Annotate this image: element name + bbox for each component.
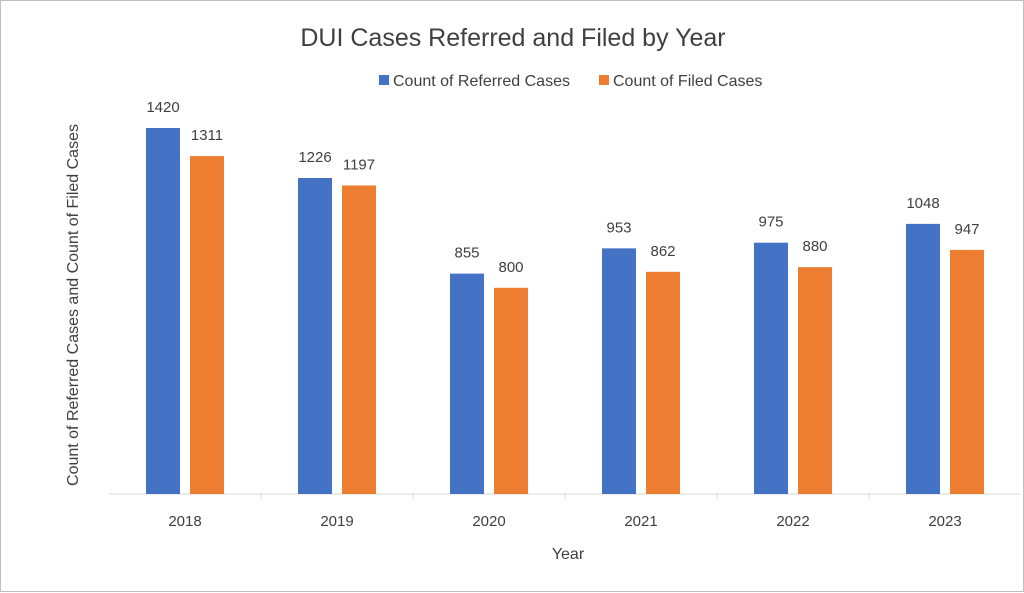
chart-title: DUI Cases Referred and Filed by Year xyxy=(300,24,725,52)
bar-referred xyxy=(754,242,788,494)
data-label: 1048 xyxy=(906,195,939,212)
data-label: 953 xyxy=(606,219,631,236)
bar-filed xyxy=(342,185,376,494)
bar-filed xyxy=(950,249,984,494)
bar-filed xyxy=(190,156,224,494)
x-tick-label: 2020 xyxy=(472,513,505,530)
bar-referred xyxy=(906,223,940,494)
bar-referred xyxy=(450,273,484,494)
data-label: 1226 xyxy=(298,149,331,166)
y-axis-title: Count of Referred Cases and Count of Fil… xyxy=(65,124,82,486)
bars-group: 1420 1311 1226 1197 855 800 953 862 975 880 1048 94… xyxy=(146,99,984,495)
legend-swatch-filed xyxy=(599,75,609,85)
data-label: 862 xyxy=(650,243,675,260)
legend-label-referred: Count of Referred Cases xyxy=(393,73,570,90)
x-tick-label: 2023 xyxy=(928,513,961,530)
x-axis-title: Year xyxy=(552,546,585,563)
data-label: 947 xyxy=(954,221,979,238)
data-label: 800 xyxy=(498,259,523,276)
data-label: 1197 xyxy=(343,156,375,173)
data-label: 880 xyxy=(802,238,827,255)
x-tick-group: 2018 2019 2020 2021 2022 2023 xyxy=(168,494,962,530)
bar-referred xyxy=(602,248,636,494)
data-label: 1311 xyxy=(191,127,223,144)
legend-swatch-referred xyxy=(379,75,389,85)
bar-filed xyxy=(494,287,528,494)
x-tick-label: 2018 xyxy=(168,513,201,530)
data-label: 855 xyxy=(454,245,479,262)
legend-label-filed: Count of Filed Cases xyxy=(613,73,762,90)
data-label: 1420 xyxy=(146,99,179,116)
bar-filed xyxy=(798,267,832,494)
data-label: 975 xyxy=(758,214,783,231)
bar-filed xyxy=(646,271,680,494)
x-tick-label: 2019 xyxy=(320,513,353,530)
bar-referred xyxy=(146,128,180,494)
x-tick-label: 2021 xyxy=(624,513,657,530)
legend: Count of Referred Cases Count of Filed C… xyxy=(379,73,762,90)
x-tick-label: 2022 xyxy=(776,513,809,530)
bar-referred xyxy=(298,178,332,495)
